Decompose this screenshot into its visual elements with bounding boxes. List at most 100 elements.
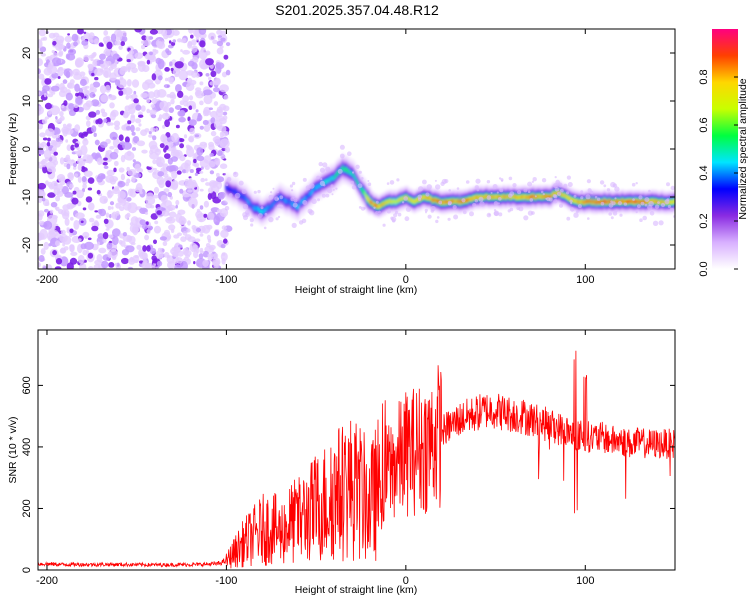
y-tick-label: 10 [21, 95, 33, 107]
noise-blob [206, 234, 211, 241]
noise-blob [222, 105, 230, 112]
noise-blob [93, 220, 99, 226]
ridge-cell [310, 190, 313, 196]
haze-dot [250, 223, 254, 227]
noise-blob [153, 89, 161, 99]
noise-blob [130, 115, 136, 124]
noise-blob [75, 71, 79, 76]
ridge-cell [392, 199, 395, 204]
haze-dot [496, 191, 499, 194]
noise-blob [38, 123, 43, 130]
noise-blob [82, 183, 87, 189]
noise-blob [73, 220, 80, 230]
haze-dot [327, 187, 333, 194]
haze-dot [669, 207, 674, 212]
ridge-cell [363, 189, 366, 195]
noise-blob [194, 134, 200, 138]
ridge-cell [255, 206, 258, 211]
noise-blob [144, 211, 149, 215]
noise-blob [100, 63, 105, 68]
noise-blob [127, 120, 132, 125]
noise-blob [127, 68, 131, 73]
x-tick-label: -100 [215, 575, 237, 587]
haze-dot [233, 171, 237, 175]
noise-blob [223, 95, 229, 100]
noise-blob [189, 169, 194, 173]
ridge-cell [560, 192, 563, 197]
haze-dot [417, 194, 423, 200]
x-tick-label: 100 [576, 575, 594, 587]
ridge-cell [368, 198, 371, 203]
ridge-cell [387, 200, 390, 204]
ridge-cell [579, 200, 582, 204]
haze-dot [648, 189, 651, 193]
ridge-cell [671, 200, 674, 204]
ridge-cell [551, 192, 555, 197]
noise-blob [44, 78, 52, 85]
ridge-cell [661, 199, 664, 203]
noise-blob [151, 73, 157, 81]
ridge-cell [504, 195, 507, 199]
noise-blob [127, 188, 134, 197]
ridge-cell [254, 206, 257, 211]
noise-blob [81, 176, 87, 183]
ridge-cell [623, 200, 626, 205]
haze-dot [657, 201, 660, 205]
noise-blob [141, 262, 151, 269]
haze-dot [567, 182, 573, 187]
noise-blob [138, 123, 142, 127]
ridge-cell [240, 193, 243, 198]
noise-blob [103, 165, 109, 169]
ridge-cell [343, 167, 346, 173]
noise-blob [198, 253, 204, 259]
noise-blob [179, 138, 183, 142]
noise-blob [217, 35, 223, 38]
haze-dot [302, 200, 308, 205]
noise-blob [76, 189, 84, 199]
noise-blob [152, 159, 157, 165]
noise-blob [175, 84, 182, 93]
ridge-cell [232, 189, 235, 195]
noise-blob [213, 120, 220, 129]
noise-blob [107, 251, 112, 258]
noise-blob [64, 192, 74, 198]
noise-blob [174, 105, 182, 110]
noise-blob [142, 81, 150, 90]
ridge-cell [598, 200, 601, 204]
noise-blob [98, 247, 107, 254]
ridge-cell [265, 207, 268, 212]
ridge-cell [234, 189, 237, 194]
noise-blob [134, 187, 143, 193]
noise-blob [106, 41, 113, 50]
haze-dot [375, 200, 379, 204]
noise-blob [119, 197, 127, 207]
haze-dot [615, 209, 618, 213]
ridge-cell [299, 200, 302, 206]
noise-blob [140, 92, 148, 99]
haze-dot [594, 195, 598, 199]
haze-dot [291, 181, 296, 186]
ridge-cell [376, 204, 379, 208]
haze-dot [566, 191, 570, 195]
ridge-cell [270, 203, 273, 209]
noise-blob [77, 149, 83, 156]
noise-blob [40, 141, 47, 147]
ridge-cell [361, 186, 364, 192]
haze-dot [619, 213, 623, 217]
noise-blob [105, 84, 111, 93]
colorbar-label: Normalized spectral amplitude [737, 78, 749, 219]
noise-blob [74, 83, 80, 93]
noise-blob [216, 40, 224, 47]
noise-blob [38, 262, 41, 268]
haze-dot [623, 202, 628, 206]
noise-blob [174, 61, 184, 69]
ridge-cell [621, 199, 624, 203]
haze-dot [475, 178, 481, 184]
noise-blob [157, 171, 164, 177]
noise-blob [59, 233, 68, 243]
noise-blob [116, 262, 120, 267]
noise-blob [133, 136, 140, 144]
ridge-cell [371, 200, 374, 205]
noise-blob [73, 166, 77, 170]
ridge-cell [396, 199, 399, 204]
